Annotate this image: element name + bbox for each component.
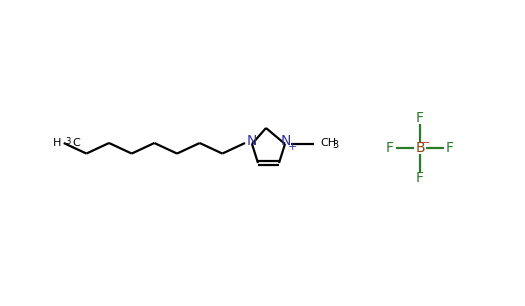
Text: H: H xyxy=(54,138,62,148)
Text: CH: CH xyxy=(320,138,336,148)
Text: C: C xyxy=(73,138,80,148)
Text: N: N xyxy=(247,134,257,148)
Text: 3: 3 xyxy=(332,140,338,150)
Text: N: N xyxy=(281,134,291,148)
Text: F: F xyxy=(416,111,424,125)
Text: F: F xyxy=(416,171,424,185)
Text: F: F xyxy=(386,141,394,155)
Text: 3: 3 xyxy=(65,136,70,145)
Text: +: + xyxy=(287,142,297,152)
Text: −: − xyxy=(421,138,430,148)
Text: B: B xyxy=(415,141,425,155)
Text: F: F xyxy=(446,141,454,155)
